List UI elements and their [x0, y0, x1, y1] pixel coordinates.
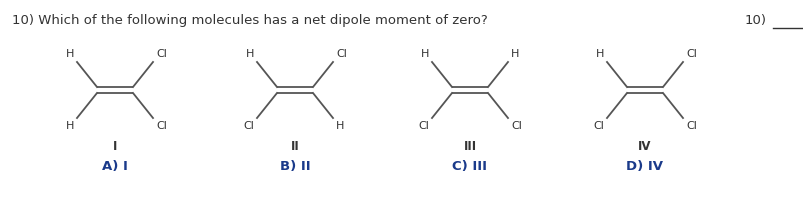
Text: I: I: [112, 140, 117, 153]
Text: D) IV: D) IV: [626, 160, 662, 173]
Text: H: H: [420, 49, 429, 59]
Text: Cl: Cl: [593, 121, 603, 131]
Text: II: II: [290, 140, 299, 153]
Text: A) I: A) I: [102, 160, 128, 173]
Text: Cl: Cl: [418, 121, 429, 131]
Text: H: H: [66, 121, 74, 131]
Text: C) III: C) III: [452, 160, 487, 173]
Text: III: III: [463, 140, 476, 153]
Text: H: H: [66, 49, 74, 59]
Text: H: H: [246, 49, 254, 59]
Text: Cl: Cl: [685, 121, 696, 131]
Text: 10): 10): [744, 14, 766, 27]
Text: 10) Which of the following molecules has a net dipole moment of zero?: 10) Which of the following molecules has…: [12, 14, 487, 27]
Text: H: H: [511, 49, 519, 59]
Text: Cl: Cl: [243, 121, 254, 131]
Text: Cl: Cl: [156, 49, 167, 59]
Text: H: H: [336, 121, 344, 131]
Text: IV: IV: [638, 140, 651, 153]
Text: Cl: Cl: [511, 121, 521, 131]
Text: H: H: [595, 49, 603, 59]
Text: Cl: Cl: [685, 49, 696, 59]
Text: Cl: Cl: [336, 49, 346, 59]
Text: Cl: Cl: [156, 121, 167, 131]
Text: B) II: B) II: [279, 160, 310, 173]
